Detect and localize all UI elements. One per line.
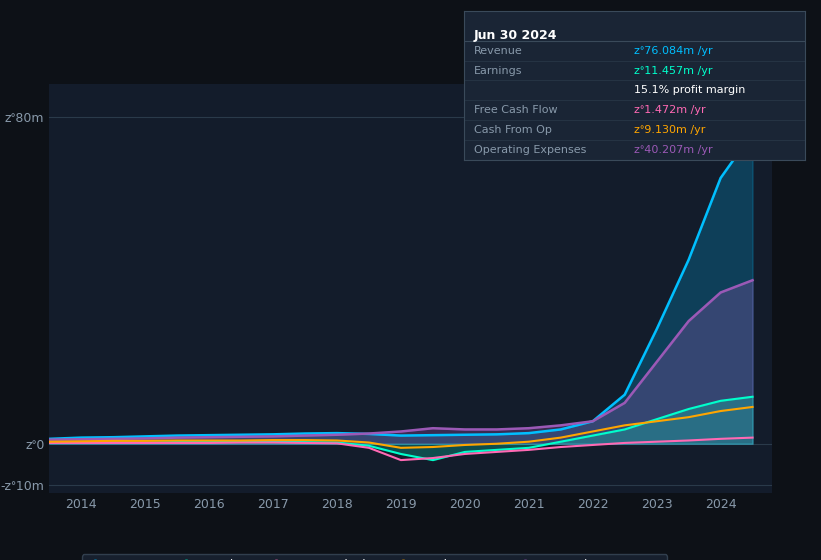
Text: zᐤ1.472m /yr: zᐤ1.472m /yr [635, 105, 706, 115]
Text: zᐤ11.457m /yr: zᐤ11.457m /yr [635, 66, 713, 76]
Text: Free Cash Flow: Free Cash Flow [474, 105, 557, 115]
Text: Earnings: Earnings [474, 66, 523, 76]
Text: Operating Expenses: Operating Expenses [474, 144, 586, 155]
Text: zᐤ9.130m /yr: zᐤ9.130m /yr [635, 125, 705, 135]
Text: zᐤ76.084m /yr: zᐤ76.084m /yr [635, 46, 713, 56]
Text: 15.1% profit margin: 15.1% profit margin [635, 85, 745, 95]
Text: zᐤ40.207m /yr: zᐤ40.207m /yr [635, 144, 713, 155]
Legend: Revenue, Earnings, Free Cash Flow, Cash From Op, Operating Expenses: Revenue, Earnings, Free Cash Flow, Cash … [82, 554, 667, 560]
Text: Revenue: Revenue [474, 46, 523, 56]
Text: Jun 30 2024: Jun 30 2024 [474, 29, 557, 42]
Text: Cash From Op: Cash From Op [474, 125, 552, 135]
